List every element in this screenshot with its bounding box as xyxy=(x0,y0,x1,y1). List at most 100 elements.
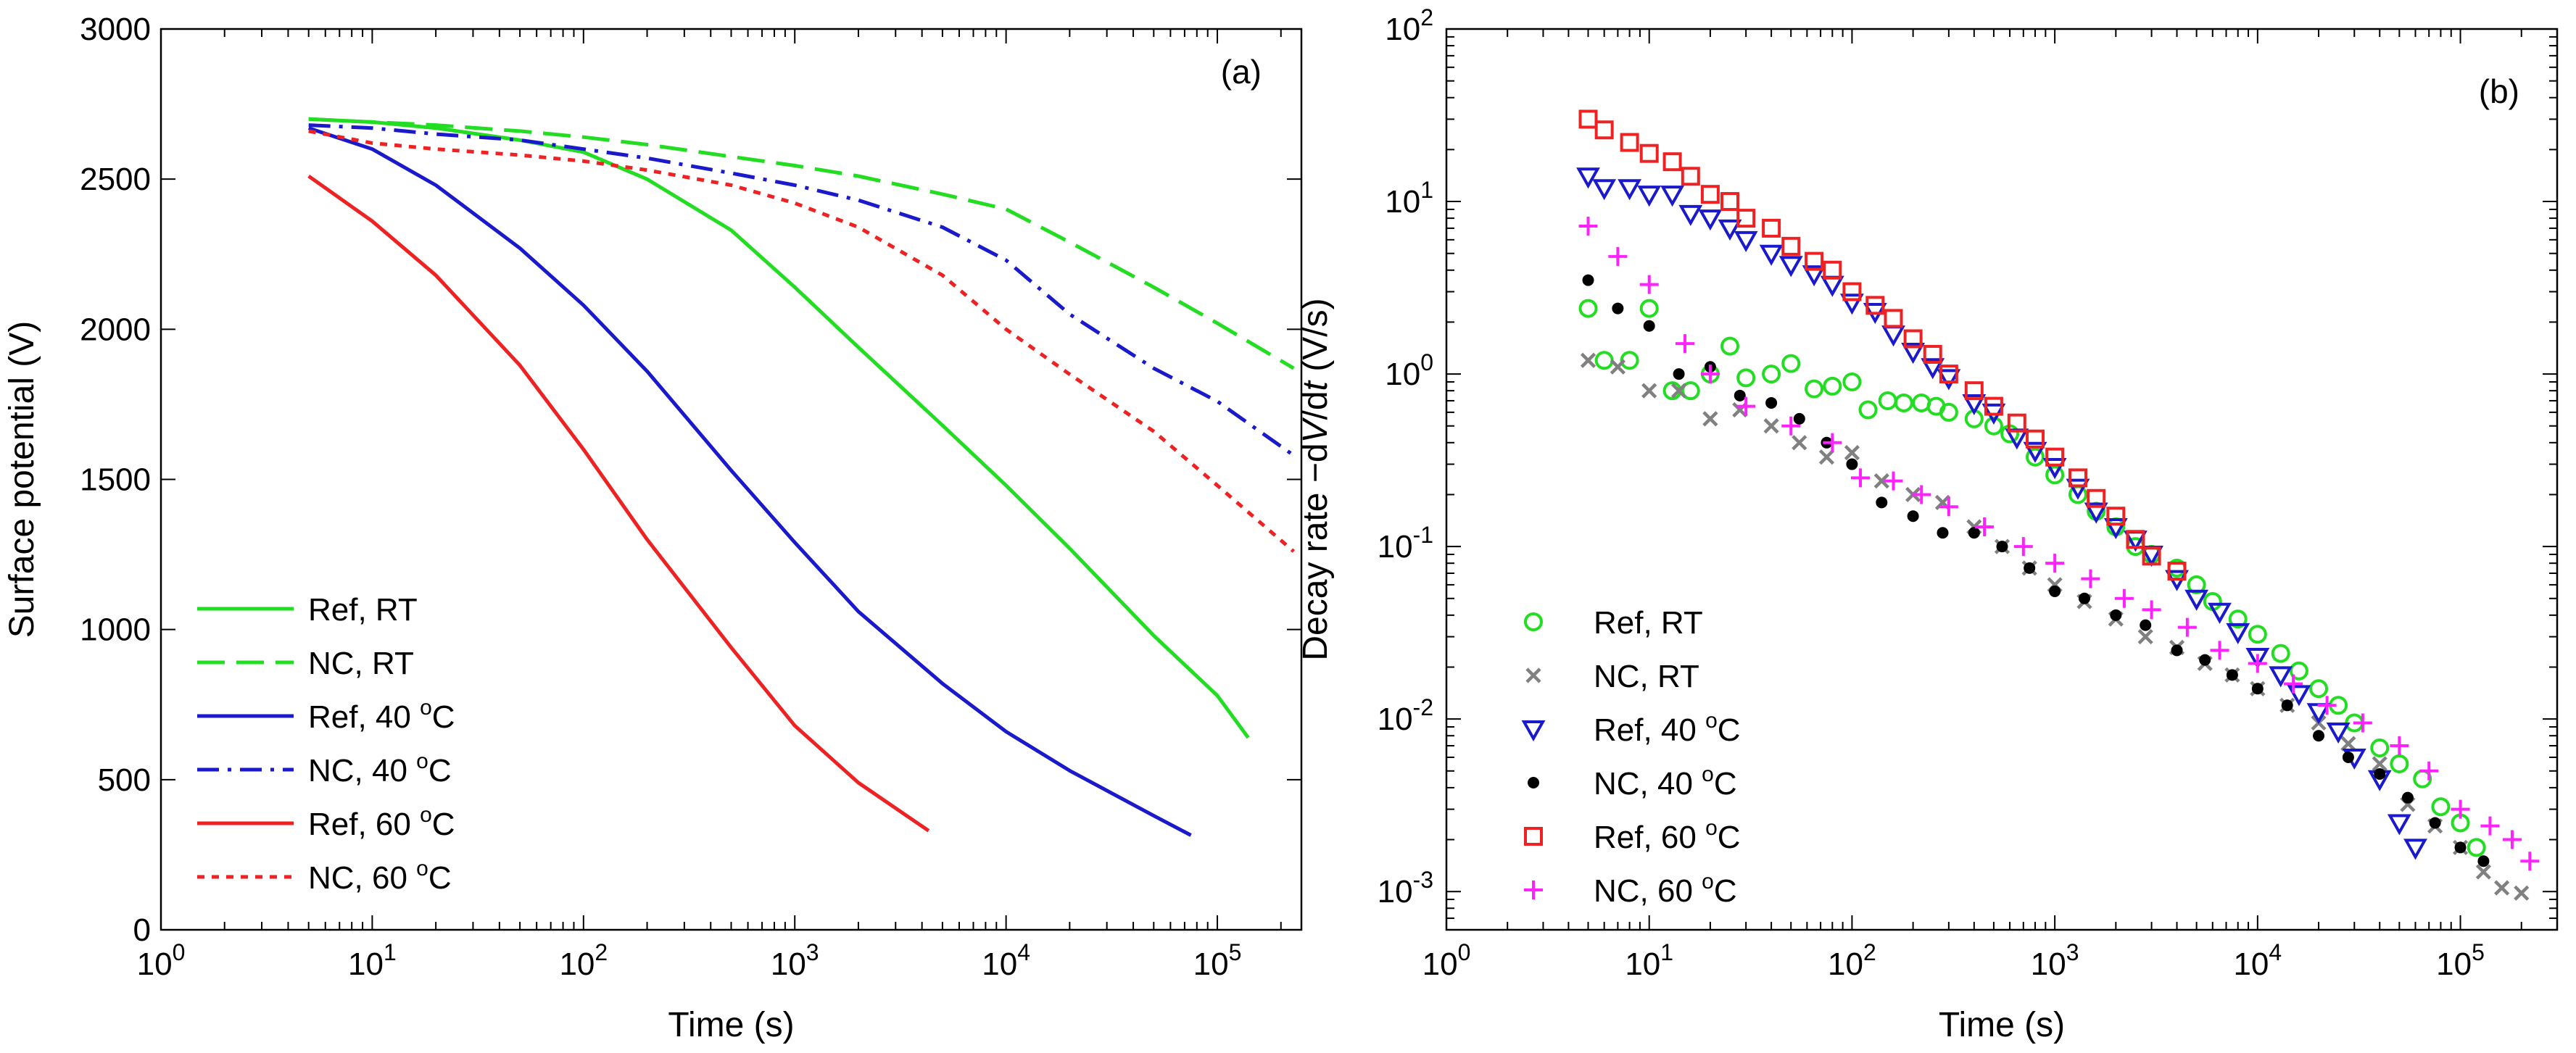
panel-b-point-s4-6 xyxy=(1700,185,1720,204)
panel-a-series-line-3 xyxy=(308,123,1295,457)
panel-b-ytick-label-0-exp: -3 xyxy=(1413,867,1433,893)
panel-b-point-s5-10 xyxy=(1912,485,1931,504)
panel-a-xtick-label-2-exp: 2 xyxy=(595,939,608,965)
panel-b-point-s2-24 xyxy=(2066,478,2090,500)
panel-b-point-s1-8 xyxy=(1818,449,1835,465)
panel-b-point-s3-12 xyxy=(1937,527,1949,539)
panel-b-point-s0-1 xyxy=(1594,351,1614,370)
panel-b-point-s4-23 xyxy=(2045,447,2065,467)
panel-b-legend-swatch-1 xyxy=(1525,667,1541,683)
panel-b-decay-rate-chart: 100 101 102 103 104 10510-310-210-1100101102T… xyxy=(1296,4,2559,1044)
panel-b-yaxis-title-t: t xyxy=(1296,380,1335,391)
panel-a-legend-label-2: Ref, 40 oC xyxy=(308,696,455,735)
panel-b-yaxis-title-v: V xyxy=(1296,417,1335,443)
panel-a-xtick-label-4: 104 xyxy=(982,939,1030,982)
panel-b-label: (b) xyxy=(2479,72,2519,110)
panel-b-point-s3-27 xyxy=(2374,768,2386,781)
panel-b-ytick-label-0: 10-3 xyxy=(1378,867,1433,910)
panel-b-point-s0-0 xyxy=(1578,299,1598,318)
panel-b-point-s2-23 xyxy=(2042,458,2067,480)
panel-b-point-s4-15 xyxy=(1884,309,1903,328)
panel-b-point-s4-18 xyxy=(1939,365,1958,384)
panel-b-point-s2-3 xyxy=(1637,186,1662,207)
panel-b-xtick-label-4-base: 10 xyxy=(2233,946,2269,982)
panel-b-point-s5-17 xyxy=(2142,600,2161,620)
panel-a-yaxis-title: Surface potential (V) xyxy=(3,321,41,638)
panel-b-point-s2-6 xyxy=(1698,209,1723,231)
panel-a-xtick-label-4-base: 10 xyxy=(982,946,1017,982)
panel-b-point-s2-12 xyxy=(1820,275,1844,297)
panel-a-ytick-label-6: 3000 xyxy=(80,12,151,47)
panel-b-point-s2-32 xyxy=(2226,623,2250,644)
panel-b-point-s3-7 xyxy=(1793,412,1805,425)
panel-b-point-s0-9 xyxy=(1762,365,1781,384)
panel-b-legend-label-4-suffix: C xyxy=(1718,820,1741,855)
panel-b-point-s1-19 xyxy=(2137,628,2153,645)
panel-b-point-s5-1 xyxy=(1608,246,1628,266)
panel-a-legend-label-0: Ref, RT xyxy=(308,592,418,628)
panel-b-point-s3-23 xyxy=(2251,683,2264,695)
panel-b-yaxis-title-mid: /d xyxy=(1296,391,1335,420)
panel-b-point-s0-36 xyxy=(2289,661,2308,681)
panel-b-point-s5-20 xyxy=(2248,654,2267,673)
panel-a-xtick-label-5-base: 10 xyxy=(1193,946,1229,982)
panel-a-legend-label-0-text: Ref, RT xyxy=(308,592,418,628)
panel-b-ytick-label-4-base: 10 xyxy=(1385,184,1420,220)
panel-b-point-s4-22 xyxy=(2026,429,2045,449)
panel-b-point-s3-18 xyxy=(2110,609,2122,621)
panel-a-axes-frame xyxy=(160,28,1303,931)
panel-b-point-s5-29 xyxy=(2520,852,2540,871)
panel-b-point-s3-0 xyxy=(1582,274,1594,286)
panel-a-xtick-label-2: 102 xyxy=(559,939,608,982)
panel-a-series-line-5 xyxy=(308,129,1296,553)
panel-b-point-s3-16 xyxy=(2049,585,2061,597)
panel-b-point-s4-17 xyxy=(1923,344,1942,364)
panel-b-ytick-label-3-base: 10 xyxy=(1385,357,1420,392)
panel-b-axes-frame xyxy=(1445,28,2559,931)
panel-b-legend-label-0-text: Ref, RT xyxy=(1594,605,1703,641)
panel-b-ytick-label-5-base: 10 xyxy=(1385,12,1420,47)
panel-b-point-s4-20 xyxy=(1984,396,2003,416)
panel-b-point-s2-37 xyxy=(2326,722,2351,744)
panel-b-point-s0-23 xyxy=(2026,447,2045,467)
panel-b-point-s0-3 xyxy=(1639,299,1659,318)
panel-b-point-s2-17 xyxy=(1921,358,1945,380)
panel-b-point-s3-24 xyxy=(2281,699,2293,712)
panel-b-point-s3-10 xyxy=(1876,496,1888,509)
panel-b-point-s3-11 xyxy=(1907,510,1919,523)
panel-b-point-s4-21 xyxy=(2007,413,2026,433)
panel-b-yaxis-title-suffix: (V/s) xyxy=(1296,298,1335,381)
panel-b-point-s0-40 xyxy=(2370,738,2390,758)
panel-a-xtick-label-3-exp: 3 xyxy=(806,939,819,965)
panel-b-point-s0-11 xyxy=(1805,379,1824,399)
panel-b-point-s1-1 xyxy=(1610,359,1625,375)
panel-a-legend-label-3: NC, 40 oC xyxy=(308,749,452,788)
panel-b-point-s4-19 xyxy=(1964,381,1984,401)
panel-b-ytick-label-1-exp: -2 xyxy=(1413,694,1433,720)
panel-b-point-s2-0 xyxy=(1576,167,1600,189)
panel-b-xtick-label-5-base: 10 xyxy=(2436,946,2472,982)
panel-b-ytick-label-2-exp: -1 xyxy=(1413,522,1433,548)
panel-a-xtick-label-1-exp: 1 xyxy=(384,939,397,965)
panel-b-point-s0-5 xyxy=(1681,381,1700,401)
panel-b-xtick-label-0: 100 xyxy=(1422,939,1471,982)
panel-a-xaxis-title: Time (s) xyxy=(668,1006,794,1044)
panel-a-xtick-label-5-exp: 5 xyxy=(1229,939,1242,965)
panel-b-point-s3-13 xyxy=(1968,527,1980,539)
panel-b-point-s3-14 xyxy=(1996,541,2008,553)
panel-a-legend-label-1-text: NC, RT xyxy=(308,646,414,681)
panel-b-point-s5-8 xyxy=(1851,468,1870,488)
panel-b-legend-label-5-text: NC, 60 xyxy=(1594,873,1702,909)
panel-b-legend-label-3-sup: o xyxy=(1702,762,1714,786)
panel-b-legend-label-2-sup: o xyxy=(1705,709,1718,733)
panel-b-point-s4-24 xyxy=(2068,468,2087,488)
panel-b-series-group xyxy=(1576,109,2540,901)
panel-a-xtick-label-3: 103 xyxy=(771,939,819,982)
panel-b-point-s1-7 xyxy=(1792,435,1807,451)
panel-b-point-s1-2 xyxy=(1641,383,1657,399)
panel-a-legend-label-5: NC, 60 oC xyxy=(308,857,452,896)
panel-b-legend-label-3-suffix: C xyxy=(1714,766,1737,802)
panel-b-xtick-label-2-exp: 2 xyxy=(1863,939,1876,965)
panel-b-point-s2-8 xyxy=(1734,230,1758,252)
